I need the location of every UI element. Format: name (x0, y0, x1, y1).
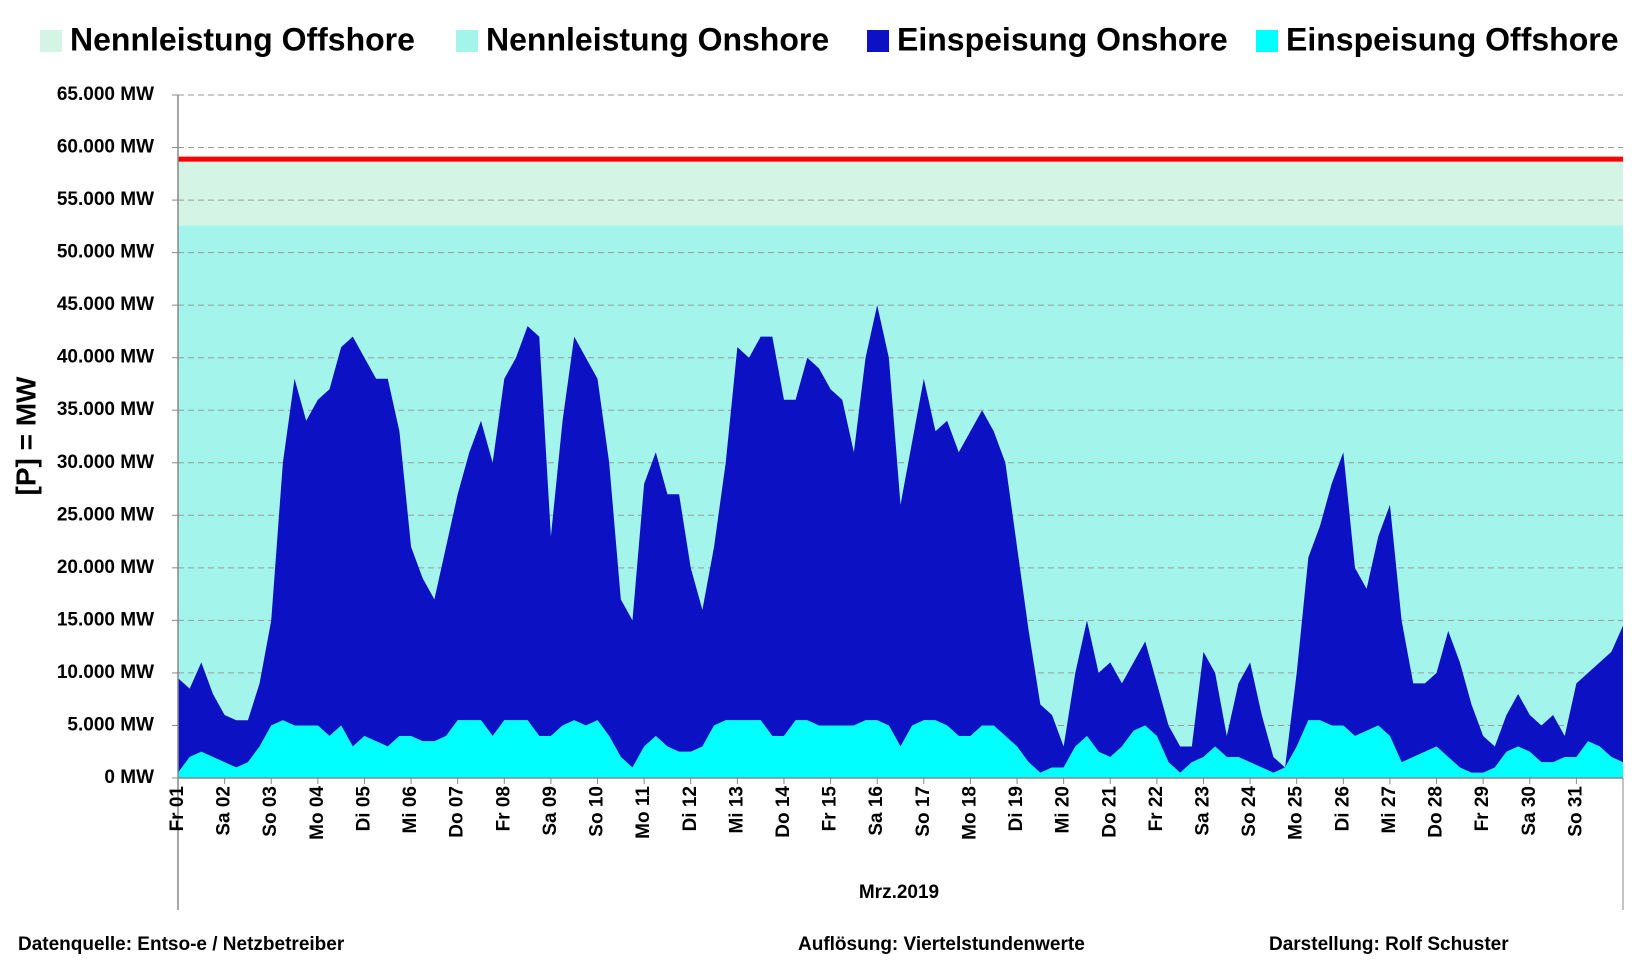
x-tick-label: Do 14 (773, 786, 794, 838)
x-tick-label: Di 19 (1006, 786, 1027, 831)
x-tick-label: Di 12 (680, 786, 701, 831)
footer-resolution: Auflösung: Viertelstundenwerte (798, 934, 1085, 955)
x-tick-label: Mi 27 (1379, 786, 1400, 834)
legend-swatch (1256, 30, 1278, 52)
y-tick-label: 45.000 MW (57, 294, 154, 315)
x-tick-label: Fr 22 (1146, 786, 1167, 831)
y-tick-label: 25.000 MW (57, 504, 154, 525)
y-tick-label: 65.000 MW (57, 84, 154, 105)
y-tick-label: 20.000 MW (57, 557, 154, 578)
y-tick-label: 55.000 MW (57, 189, 154, 210)
x-tick-label: Mi 13 (726, 786, 747, 834)
legend-swatch (40, 30, 62, 52)
x-tick-label: Sa 16 (866, 786, 887, 836)
x-tick-label: So 03 (260, 786, 281, 837)
y-tick-label: 50.000 MW (57, 242, 154, 263)
y-axis-title: [P] = MW (10, 376, 41, 496)
x-tick-label: So 24 (1239, 786, 1260, 837)
x-tick-label: Mo 04 (307, 786, 328, 840)
y-tick-label: 10.000 MW (57, 662, 154, 683)
x-tick-label: So 31 (1565, 786, 1586, 837)
legend-label: Nennleistung Onshore (486, 21, 829, 57)
y-tick-label: 5.000 MW (67, 714, 154, 735)
x-tick-label: Mo 18 (959, 786, 980, 840)
x-tick-label: Fr 08 (493, 786, 514, 831)
x-tick-label: Fr 29 (1472, 786, 1493, 831)
footer-author: Darstellung: Rolf Schuster (1269, 934, 1509, 955)
legend-label: Nennleistung Offshore (70, 21, 415, 57)
x-tick-label: Fr 15 (820, 786, 841, 832)
x-axis-title: Mrz.2019 (859, 882, 939, 903)
x-tick-label: Sa 23 (1192, 786, 1213, 836)
x-tick-label: Fr 01 (167, 786, 188, 832)
y-tick-label: 40.000 MW (57, 347, 154, 368)
x-tick-label: Sa 09 (540, 786, 561, 836)
x-tick-label: Mi 06 (400, 786, 421, 834)
y-tick-label: 0 MW (104, 767, 154, 788)
footer-source: Datenquelle: Entso-e / Netzbetreiber (18, 934, 345, 955)
x-tick-label: Mo 25 (1286, 786, 1307, 840)
capacity-band (178, 159, 1623, 226)
x-tick-label: Do 28 (1426, 786, 1447, 838)
x-tick-label: Di 05 (353, 786, 374, 832)
legend-label: Einspeisung Offshore (1286, 21, 1618, 57)
legend-swatch (867, 30, 889, 52)
area-offshore (178, 720, 1623, 778)
y-tick-label: 35.000 MW (57, 399, 154, 420)
legend-label: Einspeisung Onshore (897, 21, 1228, 57)
x-tick-label: So 17 (913, 786, 934, 837)
x-tick-label: Mi 20 (1053, 786, 1074, 834)
x-tick-label: Mo 11 (633, 786, 654, 839)
x-tick-label: Di 26 (1332, 786, 1353, 831)
y-tick-label: 15.000 MW (57, 609, 154, 630)
x-tick-label: Sa 30 (1519, 786, 1540, 836)
x-tick-label: Do 21 (1099, 786, 1120, 838)
y-tick-label: 60.000 MW (57, 137, 154, 158)
area-onshore (178, 305, 1623, 773)
x-tick-label: So 10 (587, 786, 608, 837)
x-tick-label: Sa 02 (214, 786, 235, 836)
legend-swatch (456, 30, 478, 52)
x-tick-label: Do 07 (447, 786, 468, 838)
y-tick-label: 30.000 MW (57, 452, 154, 473)
plot-area (178, 94, 1623, 779)
